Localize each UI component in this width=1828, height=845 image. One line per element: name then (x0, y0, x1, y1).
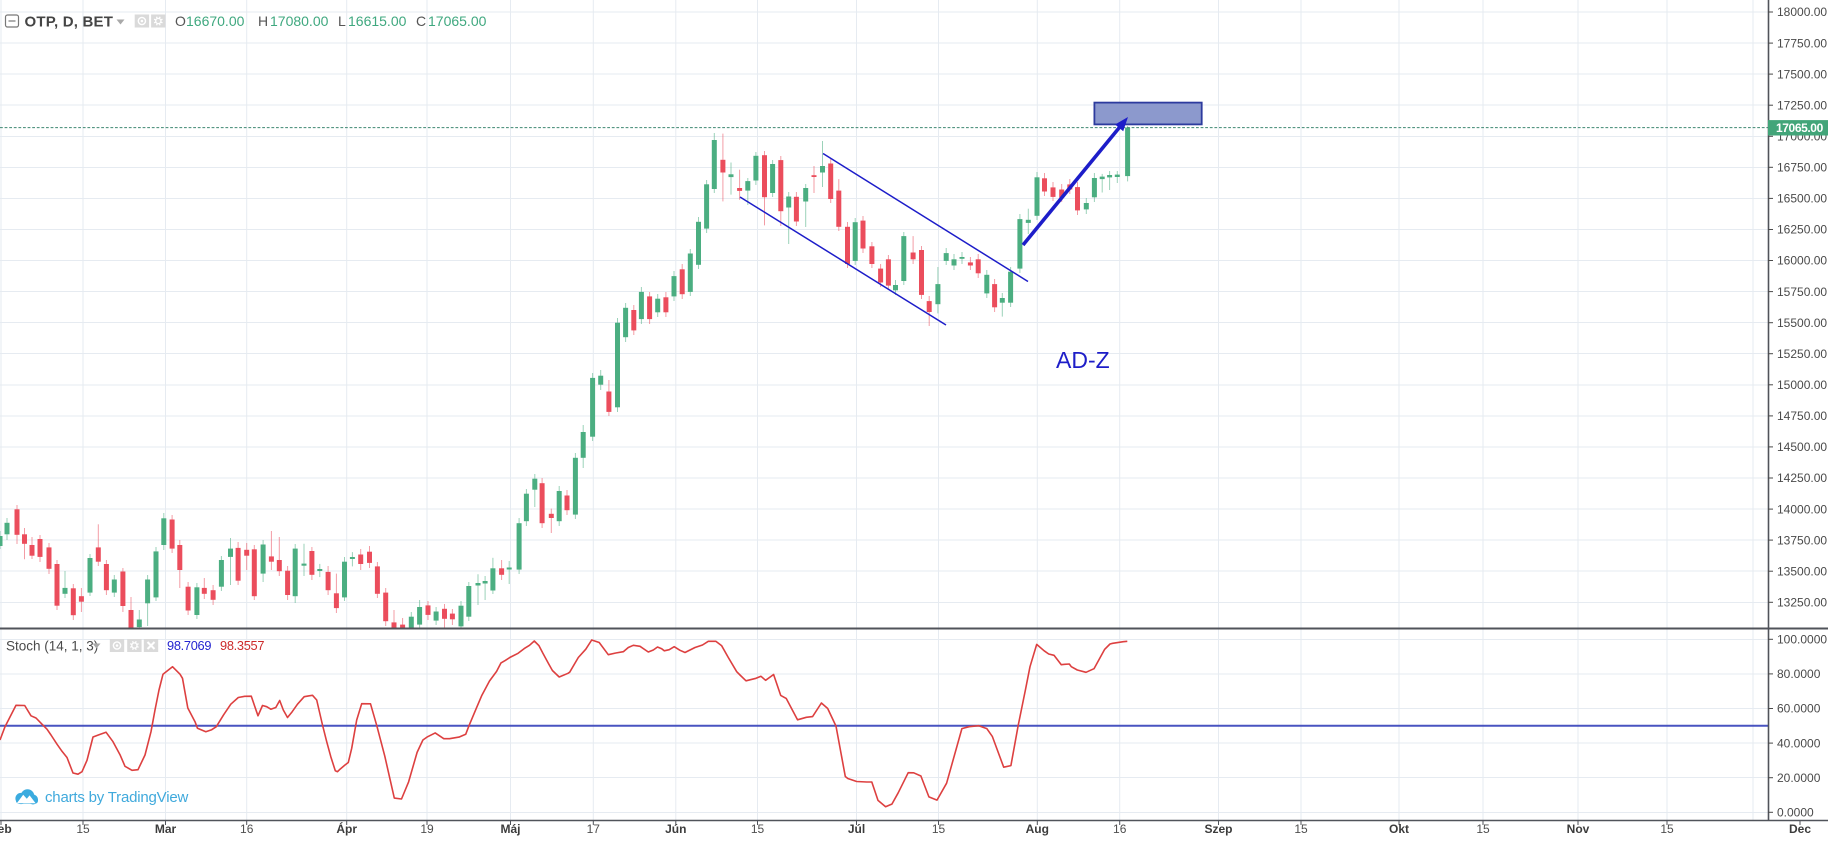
svg-text:Okt: Okt (1389, 822, 1409, 836)
svg-text:Aug: Aug (1026, 822, 1049, 836)
svg-text:16750.00: 16750.00 (1777, 161, 1827, 175)
svg-text:20.0000: 20.0000 (1777, 771, 1821, 785)
svg-text:C: C (416, 13, 426, 29)
svg-text:17750.00: 17750.00 (1777, 36, 1827, 50)
svg-text:17065.00: 17065.00 (428, 13, 487, 29)
svg-text:15250.00: 15250.00 (1777, 347, 1827, 361)
svg-text:14500.00: 14500.00 (1777, 440, 1827, 454)
svg-text:16500.00: 16500.00 (1777, 192, 1827, 206)
svg-text:16615.00: 16615.00 (348, 13, 407, 29)
svg-text:charts by TradingView: charts by TradingView (45, 789, 188, 806)
svg-text:Júl: Júl (848, 822, 865, 836)
svg-text:16: 16 (240, 822, 254, 836)
svg-text:16250.00: 16250.00 (1777, 223, 1827, 237)
svg-text:Mar: Mar (155, 822, 177, 836)
svg-text:40.0000: 40.0000 (1777, 736, 1821, 750)
svg-text:13500.00: 13500.00 (1777, 564, 1827, 578)
svg-text:16: 16 (1113, 822, 1127, 836)
svg-text:O: O (175, 13, 186, 29)
svg-text:17500.00: 17500.00 (1777, 67, 1827, 81)
svg-text:15: 15 (1660, 822, 1674, 836)
svg-text:17080.00: 17080.00 (270, 13, 329, 29)
svg-text:60.0000: 60.0000 (1777, 702, 1821, 716)
svg-text:Nov: Nov (1567, 822, 1590, 836)
svg-text:80.0000: 80.0000 (1777, 667, 1821, 681)
svg-text:H: H (258, 13, 268, 29)
svg-text:Feb: Feb (0, 822, 12, 836)
svg-text:15: 15 (76, 822, 90, 836)
svg-text:16000.00: 16000.00 (1777, 254, 1827, 268)
svg-text:14750.00: 14750.00 (1777, 409, 1827, 423)
svg-text:Szep: Szep (1204, 822, 1232, 836)
svg-text:18000.00: 18000.00 (1777, 5, 1827, 19)
svg-text:13750.00: 13750.00 (1777, 533, 1827, 547)
svg-text:16670.00: 16670.00 (186, 13, 245, 29)
svg-text:Jún: Jún (665, 822, 686, 836)
svg-text:98.3557: 98.3557 (220, 638, 264, 653)
svg-text:OTP, D, BET: OTP, D, BET (25, 14, 114, 31)
svg-text:98.7069: 98.7069 (167, 638, 211, 653)
svg-text:13250.00: 13250.00 (1777, 596, 1827, 610)
svg-text:AD-Z: AD-Z (1056, 347, 1110, 373)
svg-text:15: 15 (751, 822, 765, 836)
svg-text:0.0000: 0.0000 (1777, 806, 1814, 820)
svg-text:15: 15 (1476, 822, 1490, 836)
svg-text:Ápr: Ápr (336, 821, 357, 836)
svg-text:15750.00: 15750.00 (1777, 285, 1827, 299)
svg-text:15500.00: 15500.00 (1777, 316, 1827, 330)
svg-text:Stoch (14, 1, 3): Stoch (14, 1, 3) (6, 639, 98, 654)
svg-text:17250.00: 17250.00 (1777, 98, 1827, 112)
svg-text:17: 17 (587, 822, 601, 836)
svg-text:15: 15 (1294, 822, 1308, 836)
svg-text:L: L (338, 13, 346, 29)
svg-text:Dec: Dec (1789, 822, 1811, 836)
svg-text:100.0000: 100.0000 (1777, 633, 1827, 647)
svg-text:14000.00: 14000.00 (1777, 502, 1827, 516)
svg-text:15000.00: 15000.00 (1777, 378, 1827, 392)
svg-text:14250.00: 14250.00 (1777, 471, 1827, 485)
svg-text:15: 15 (932, 822, 946, 836)
svg-text:19: 19 (420, 822, 434, 836)
svg-text:Máj: Máj (500, 822, 520, 836)
svg-text:17065.00: 17065.00 (1776, 121, 1824, 135)
